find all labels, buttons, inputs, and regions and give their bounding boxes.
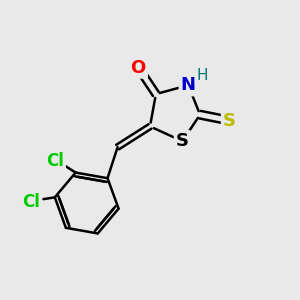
Text: S: S (176, 132, 189, 150)
Text: S: S (223, 112, 236, 130)
Text: Cl: Cl (46, 152, 64, 170)
Text: O: O (130, 58, 146, 76)
Text: N: N (181, 76, 196, 94)
Text: H: H (197, 68, 208, 83)
Text: Cl: Cl (22, 193, 40, 211)
